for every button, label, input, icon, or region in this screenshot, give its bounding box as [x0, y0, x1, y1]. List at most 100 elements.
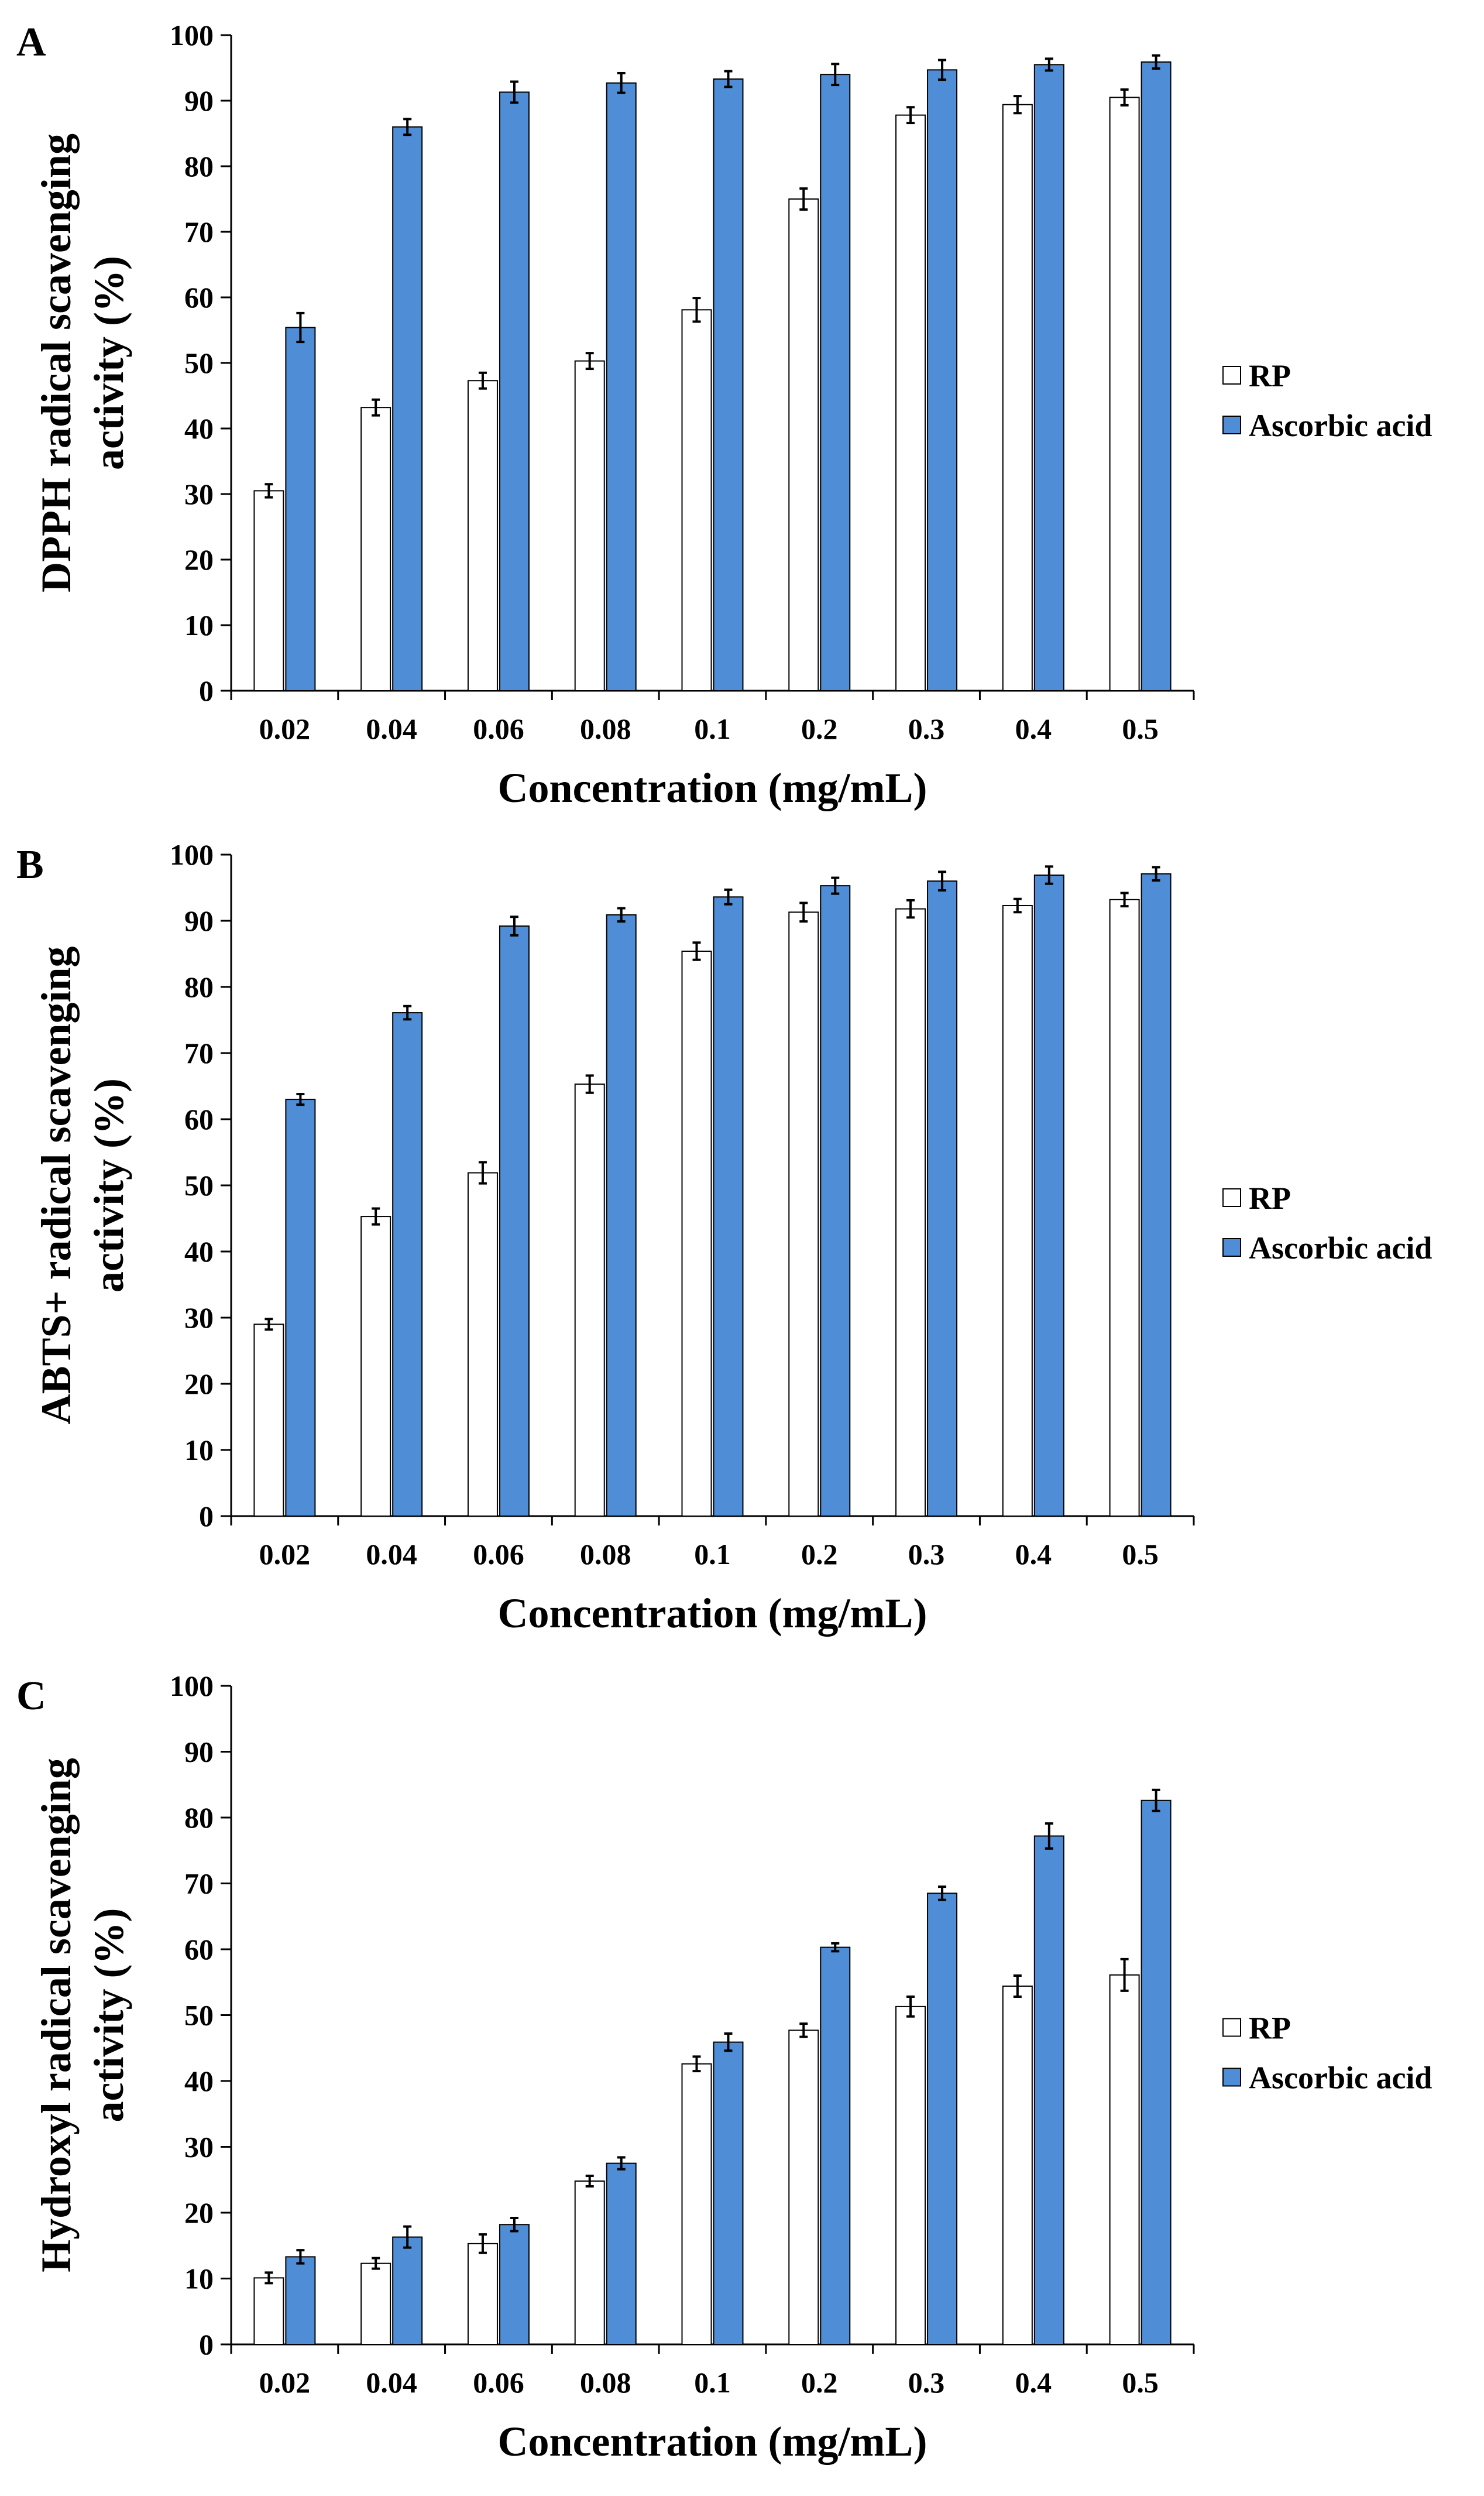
bar-rp — [895, 114, 926, 691]
bar-rp — [788, 911, 819, 1517]
bar-rp — [788, 2029, 819, 2345]
bar-rp — [681, 950, 712, 1517]
x-axis-title: Concentration (mg/mL) — [498, 764, 928, 811]
y-tick-label: 60 — [184, 1103, 214, 1136]
y-tick-label: 50 — [184, 347, 214, 379]
bar-rp — [253, 490, 284, 692]
y-tick-label: 0 — [199, 1500, 214, 1532]
x-tick-label: 0.06 — [473, 1538, 524, 1571]
bar-rp — [360, 2262, 391, 2345]
y-axis-title-line2: activity (%) — [85, 1908, 132, 2123]
y-axis-title-line1: DPPH radical scavenging — [33, 133, 80, 592]
bar-ascorbic-acid — [606, 82, 637, 691]
x-axis-title: Concentration (mg/mL) — [498, 2418, 928, 2465]
x-tick-label: 0.02 — [259, 712, 311, 745]
legend-label-ascorbic-acid: Ascorbic acid — [1249, 1230, 1432, 1266]
bar-ascorbic-acid — [1033, 1835, 1064, 2345]
x-tick-label: 0.1 — [694, 2366, 731, 2399]
legend: RP Ascorbic acid — [1222, 1181, 1432, 1266]
y-tick-label: 80 — [184, 150, 214, 183]
bar-ascorbic-acid — [713, 78, 744, 691]
bar-ascorbic-acid — [285, 2256, 316, 2345]
x-tick-label: 0.06 — [473, 2366, 524, 2399]
x-tick-label: 0.08 — [580, 1538, 631, 1571]
y-tick-label: 30 — [184, 478, 214, 510]
bar-rp — [574, 2180, 605, 2345]
bar-ascorbic-acid — [820, 1946, 851, 2345]
bar-ascorbic-acid — [499, 2224, 530, 2345]
x-tick-label: 0.2 — [801, 2366, 838, 2399]
y-tick-label: 90 — [184, 904, 214, 937]
bar-ascorbic-acid — [820, 74, 851, 692]
bar-ascorbic-acid — [392, 126, 423, 692]
legend-swatch-rp — [1222, 366, 1241, 385]
chart-panel-b: B 0 10 20 30 40 50 60 70 80 90 100 0.02 0.04 0.06 0.08 0… — [16, 838, 1432, 1637]
x-axis-title: Concentration (mg/mL) — [498, 1590, 928, 1637]
panel-letter: B — [16, 842, 44, 887]
legend-label-rp: RP — [1249, 2011, 1291, 2046]
bar-ascorbic-acid — [927, 69, 958, 692]
x-tick-label: 0.2 — [801, 712, 838, 745]
y-tick-label: 40 — [184, 412, 214, 445]
legend: RP Ascorbic acid — [1222, 2011, 1432, 2096]
bar-ascorbic-acid — [713, 896, 744, 1517]
panel-letter: A — [16, 20, 46, 65]
legend-swatch-rp — [1222, 2018, 1241, 2037]
y-tick-label: 50 — [184, 1169, 214, 1202]
bar-rp — [467, 380, 498, 691]
bar-ascorbic-acid — [713, 2041, 744, 2345]
legend-label-rp: RP — [1249, 358, 1291, 393]
x-tick-label: 0.08 — [580, 2366, 631, 2399]
bar-rp — [253, 2277, 284, 2345]
y-tick-label: 40 — [184, 2065, 214, 2097]
y-tick-label: 20 — [184, 2196, 214, 2229]
bar-ascorbic-acid — [1141, 61, 1172, 691]
legend-swatch-ascorbic-acid — [1222, 2068, 1241, 2087]
y-tick-label: 90 — [184, 1736, 214, 1768]
y-tick-label: 20 — [184, 543, 214, 576]
bar-rp — [895, 2005, 926, 2345]
bar-ascorbic-acid — [392, 2236, 423, 2345]
y-tick-label: 90 — [184, 84, 214, 117]
bar-ascorbic-acid — [927, 1892, 958, 2345]
bar-ascorbic-acid — [392, 1012, 423, 1517]
bar-rp — [574, 1084, 605, 1517]
bar-rp — [788, 198, 819, 691]
bar-rp — [574, 360, 605, 691]
y-tick-label: 100 — [170, 838, 214, 871]
y-tick-label: 30 — [184, 2131, 214, 2164]
y-tick-label: 80 — [184, 971, 214, 1003]
bar-rp — [467, 1172, 498, 1517]
x-tick-label: 0.1 — [694, 712, 731, 745]
x-tick-label: 0.3 — [908, 712, 945, 745]
bar-ascorbic-acid — [1033, 64, 1064, 691]
bar-ascorbic-acid — [499, 925, 530, 1517]
bar-rp — [1109, 97, 1140, 691]
bar-rp — [253, 1324, 284, 1517]
bar-rp — [681, 309, 712, 691]
chart-panel-a: A 0 10 20 30 40 50 60 70 80 90 100 0.02 0.04 0.06 0.08 0… — [16, 19, 1432, 811]
bar-rp — [360, 1216, 391, 1517]
x-tick-label: 0.4 — [1015, 712, 1052, 745]
x-tick-label: 0.08 — [580, 712, 631, 745]
y-tick-label: 30 — [184, 1301, 214, 1334]
y-axis-title-line2: activity (%) — [85, 1078, 132, 1292]
bar-rp — [1109, 899, 1140, 1517]
y-tick-label: 70 — [184, 1037, 214, 1069]
y-tick-label: 70 — [184, 1867, 214, 1900]
x-tick-label: 0.3 — [908, 1538, 945, 1571]
legend-label-rp: RP — [1249, 1181, 1291, 1216]
bar-rp — [681, 2063, 712, 2345]
y-tick-label: 10 — [184, 2262, 214, 2295]
bar-ascorbic-acid — [499, 91, 530, 691]
y-tick-label: 100 — [170, 19, 214, 52]
bar-ascorbic-acid — [1141, 873, 1172, 1517]
y-tick-label: 0 — [199, 2328, 214, 2361]
x-tick-label: 0.5 — [1122, 2366, 1159, 2399]
y-tick-label: 60 — [184, 1933, 214, 1966]
legend-swatch-ascorbic-acid — [1222, 416, 1241, 434]
y-tick-label: 10 — [184, 1434, 214, 1466]
y-tick-label: 80 — [184, 1801, 214, 1834]
